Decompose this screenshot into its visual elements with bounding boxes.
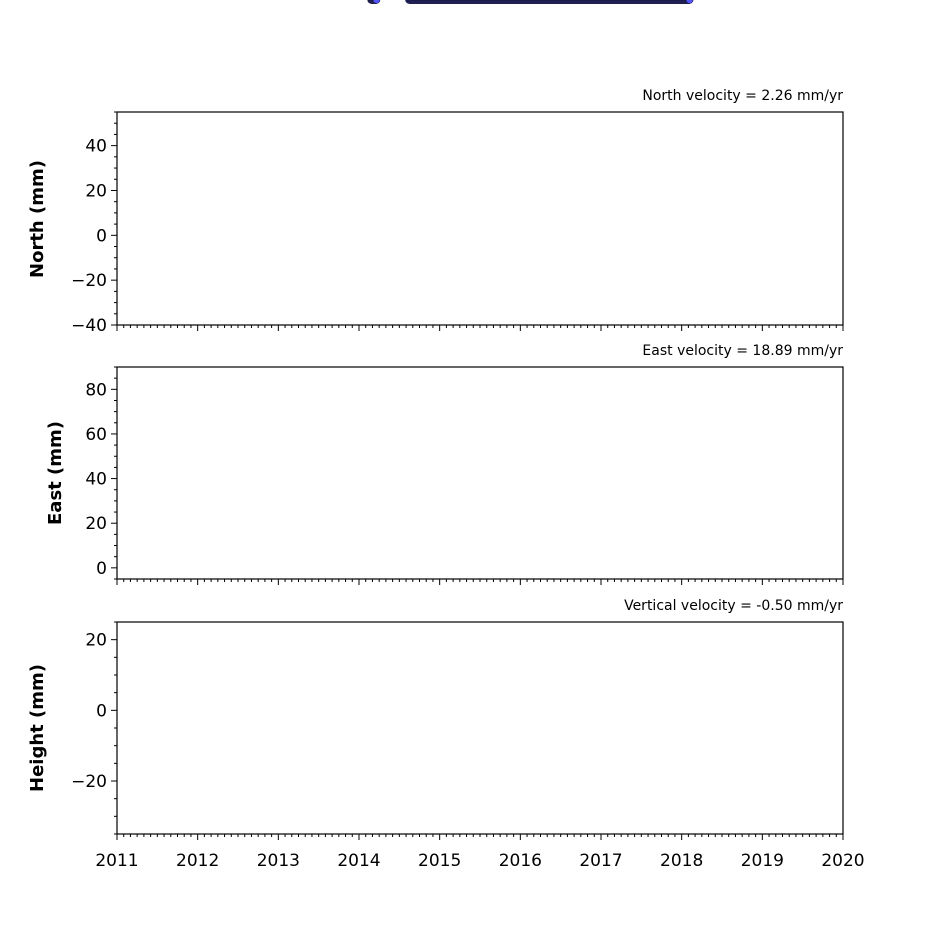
y-tick-label: 20 — [85, 181, 107, 201]
x-tick-label: 2013 — [257, 851, 300, 871]
north-panel: North velocity = 2.26 mm/yr North (mm) −… — [27, 0, 843, 336]
x-tick-label: 2014 — [337, 851, 380, 871]
x-tick-label: 2011 — [95, 851, 138, 871]
y-tick-label: −40 — [71, 316, 107, 336]
x-tick-label: 2019 — [741, 851, 784, 871]
y-tick-label: 80 — [85, 380, 107, 400]
x-tick-label: 2015 — [418, 851, 461, 871]
y-tick-label: 0 — [96, 701, 107, 721]
north-axes: −40 −20 0 20 40 — [71, 112, 843, 336]
east-axes: 0 20 40 60 80 — [85, 367, 843, 585]
north-y-axis-label: North (mm) — [27, 160, 48, 278]
y-tick-label: 0 — [96, 226, 107, 246]
y-tick-label: 20 — [85, 514, 107, 534]
x-tick-label: 2020 — [821, 851, 864, 871]
y-tick-label: 40 — [85, 470, 107, 490]
height-plot-frame — [117, 622, 843, 834]
height-panel: Vertical velocity = -0.50 mm/yr Height (… — [27, 0, 865, 871]
east-y-axis-label: East (mm) — [45, 421, 66, 525]
east-velocity-title: East velocity = 18.89 mm/yr — [642, 343, 843, 359]
y-tick-label: 40 — [85, 137, 107, 157]
y-tick-label: 60 — [85, 425, 107, 445]
x-tick-label: 2016 — [499, 851, 542, 871]
north-plot-frame — [117, 112, 843, 325]
y-tick-label: 0 — [96, 559, 107, 579]
x-tick-label: 2017 — [579, 851, 622, 871]
y-tick-label: 20 — [85, 631, 107, 651]
x-tick-label: 2018 — [660, 851, 703, 871]
north-velocity-title: North velocity = 2.26 mm/yr — [642, 88, 843, 104]
x-tick-label: 2012 — [176, 851, 219, 871]
height-y-axis-label: Height (mm) — [27, 664, 48, 792]
east-plot-frame — [117, 367, 843, 579]
y-tick-label: −20 — [71, 772, 107, 792]
height-velocity-title: Vertical velocity = -0.50 mm/yr — [624, 598, 843, 614]
y-tick-label: −20 — [71, 271, 107, 291]
height-points — [368, 0, 693, 3]
